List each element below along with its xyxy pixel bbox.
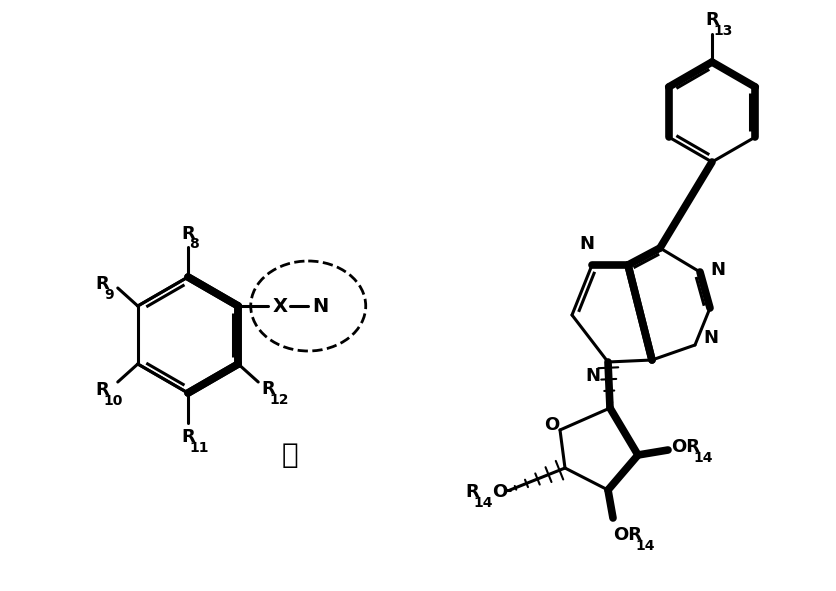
Text: R: R (95, 381, 110, 399)
Text: O: O (543, 416, 559, 434)
Text: 10: 10 (104, 394, 123, 408)
Text: R: R (181, 428, 195, 446)
Text: N: N (312, 297, 328, 316)
Text: R: R (95, 275, 110, 293)
Text: O: O (492, 483, 507, 501)
Text: 13: 13 (712, 24, 732, 38)
Text: R: R (181, 225, 195, 243)
Text: OR: OR (612, 526, 641, 544)
Text: 或: 或 (282, 441, 298, 469)
Text: N: N (579, 235, 594, 253)
Text: 14: 14 (472, 496, 492, 510)
Text: X: X (273, 297, 288, 316)
Text: N: N (709, 261, 724, 279)
Text: 9: 9 (104, 288, 113, 302)
Text: OR: OR (670, 438, 699, 456)
Text: 12: 12 (269, 393, 288, 407)
Text: 11: 11 (189, 441, 208, 455)
Text: N: N (584, 367, 599, 385)
Text: 14: 14 (635, 539, 654, 553)
Text: R: R (261, 380, 275, 398)
Text: 8: 8 (189, 237, 198, 251)
Text: 14: 14 (692, 451, 711, 465)
Text: R: R (465, 483, 478, 501)
Text: R: R (704, 11, 718, 29)
Text: N: N (702, 329, 717, 347)
